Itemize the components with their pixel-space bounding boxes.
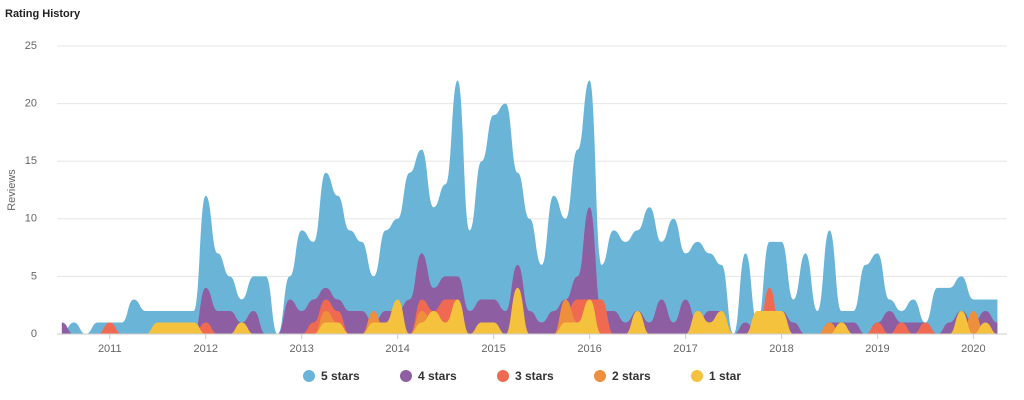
y-tick-label: 15 bbox=[25, 155, 37, 167]
legend-label: 3 stars bbox=[515, 369, 554, 383]
legend-item[interactable]: 5 stars bbox=[303, 369, 360, 383]
legend-swatch bbox=[400, 370, 412, 382]
area bbox=[61, 80, 998, 334]
legend-label: 2 stars bbox=[612, 369, 651, 383]
legend-item[interactable]: 3 stars bbox=[497, 369, 554, 383]
x-tick-label: 2016 bbox=[577, 343, 601, 355]
legend-label: 5 stars bbox=[321, 369, 360, 383]
legend-item[interactable]: 1 star bbox=[691, 369, 741, 383]
x-tick-label: 2020 bbox=[961, 343, 985, 355]
x-tick-label: 2015 bbox=[481, 343, 505, 355]
x-tick-label: 2018 bbox=[769, 343, 793, 355]
x-tick-label: 2011 bbox=[98, 343, 122, 355]
y-tick-label: 0 bbox=[31, 328, 37, 340]
y-tick-label: 25 bbox=[25, 40, 37, 52]
chart-title: Rating History bbox=[5, 8, 81, 20]
legend-label: 4 stars bbox=[418, 369, 457, 383]
legend-swatch bbox=[497, 370, 509, 382]
legend-label: 1 star bbox=[709, 369, 741, 383]
y-tick-label: 10 bbox=[25, 213, 37, 225]
legend-item[interactable]: 2 stars bbox=[594, 369, 651, 383]
y-tick-label: 20 bbox=[25, 98, 37, 110]
x-tick-label: 2013 bbox=[289, 343, 313, 355]
y-tick-label: 5 bbox=[31, 270, 37, 282]
x-tick-label: 2014 bbox=[385, 343, 409, 355]
legend-item[interactable]: 4 stars bbox=[400, 369, 457, 383]
x-tick-label: 2012 bbox=[193, 343, 217, 355]
area bbox=[61, 287, 998, 334]
x-tick-label: 2019 bbox=[865, 343, 889, 355]
legend-swatch bbox=[691, 370, 703, 382]
x-tick-label: 2017 bbox=[673, 343, 697, 355]
legend-swatch bbox=[303, 370, 315, 382]
y-axis-label: Reviews bbox=[6, 169, 18, 211]
legend-swatch bbox=[594, 370, 606, 382]
